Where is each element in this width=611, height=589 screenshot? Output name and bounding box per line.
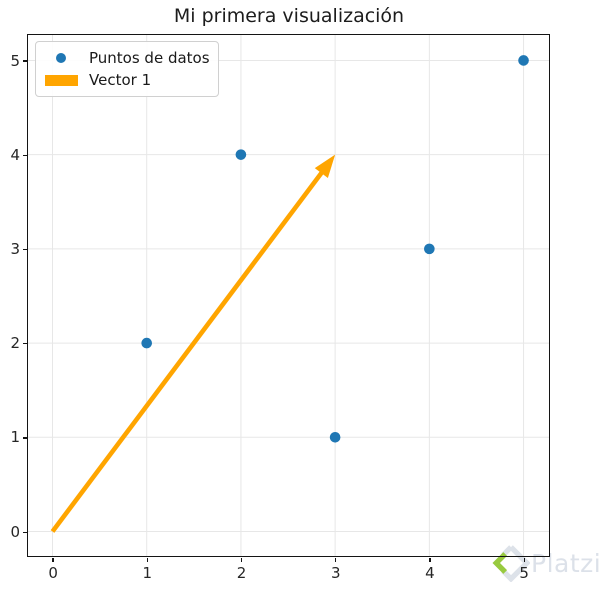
scatter-point xyxy=(424,243,435,255)
scatter-point xyxy=(518,55,529,66)
legend-item-puntos-de-datos: Puntos de datos xyxy=(42,47,212,69)
x-tick-mark xyxy=(146,558,148,563)
y-tick-label: 0 xyxy=(10,522,20,541)
watermark-text: Platzi xyxy=(531,548,602,578)
x-tick-mark xyxy=(52,558,54,563)
vector-patch-swatch xyxy=(44,74,78,86)
x-tick-mark xyxy=(429,558,431,563)
x-tick-label: 4 xyxy=(425,564,435,582)
vector-arrow-head xyxy=(314,154,336,178)
x-tick-label: 1 xyxy=(142,564,153,582)
x-tick-label: 3 xyxy=(330,564,341,582)
legend-handle xyxy=(42,53,80,63)
plot-area: Puntos de datos Vector 1 xyxy=(27,34,550,557)
chart-title: Mi primera visualización xyxy=(173,5,405,27)
y-tick-label: 2 xyxy=(10,334,20,353)
platzi-logo-icon xyxy=(492,545,530,582)
legend-handle xyxy=(42,74,80,86)
x-tick-label: 0 xyxy=(48,564,58,582)
x-tick-label: 2 xyxy=(236,564,247,582)
scatter-marker-swatch xyxy=(56,53,66,63)
y-tick-label: 3 xyxy=(10,239,20,258)
legend: Puntos de datos Vector 1 xyxy=(35,41,219,97)
y-tick-label: 5 xyxy=(10,51,20,70)
legend-label-vector-1: Vector 1 xyxy=(89,71,152,89)
legend-item-vector-1: Vector 1 xyxy=(42,69,212,91)
x-tick-mark xyxy=(335,558,337,563)
watermark: Platzi xyxy=(492,544,601,582)
y-tick-label: 1 xyxy=(10,428,20,447)
x-tick-mark xyxy=(240,558,243,563)
plot-canvas xyxy=(28,35,549,556)
scatter-point xyxy=(141,337,153,349)
scatter-point xyxy=(235,149,247,160)
y-tick-label: 4 xyxy=(10,145,20,164)
vector-arrow-shaft xyxy=(50,170,325,533)
legend-label-puntos-de-datos: Puntos de datos xyxy=(89,49,210,67)
scatter-point xyxy=(329,431,341,443)
